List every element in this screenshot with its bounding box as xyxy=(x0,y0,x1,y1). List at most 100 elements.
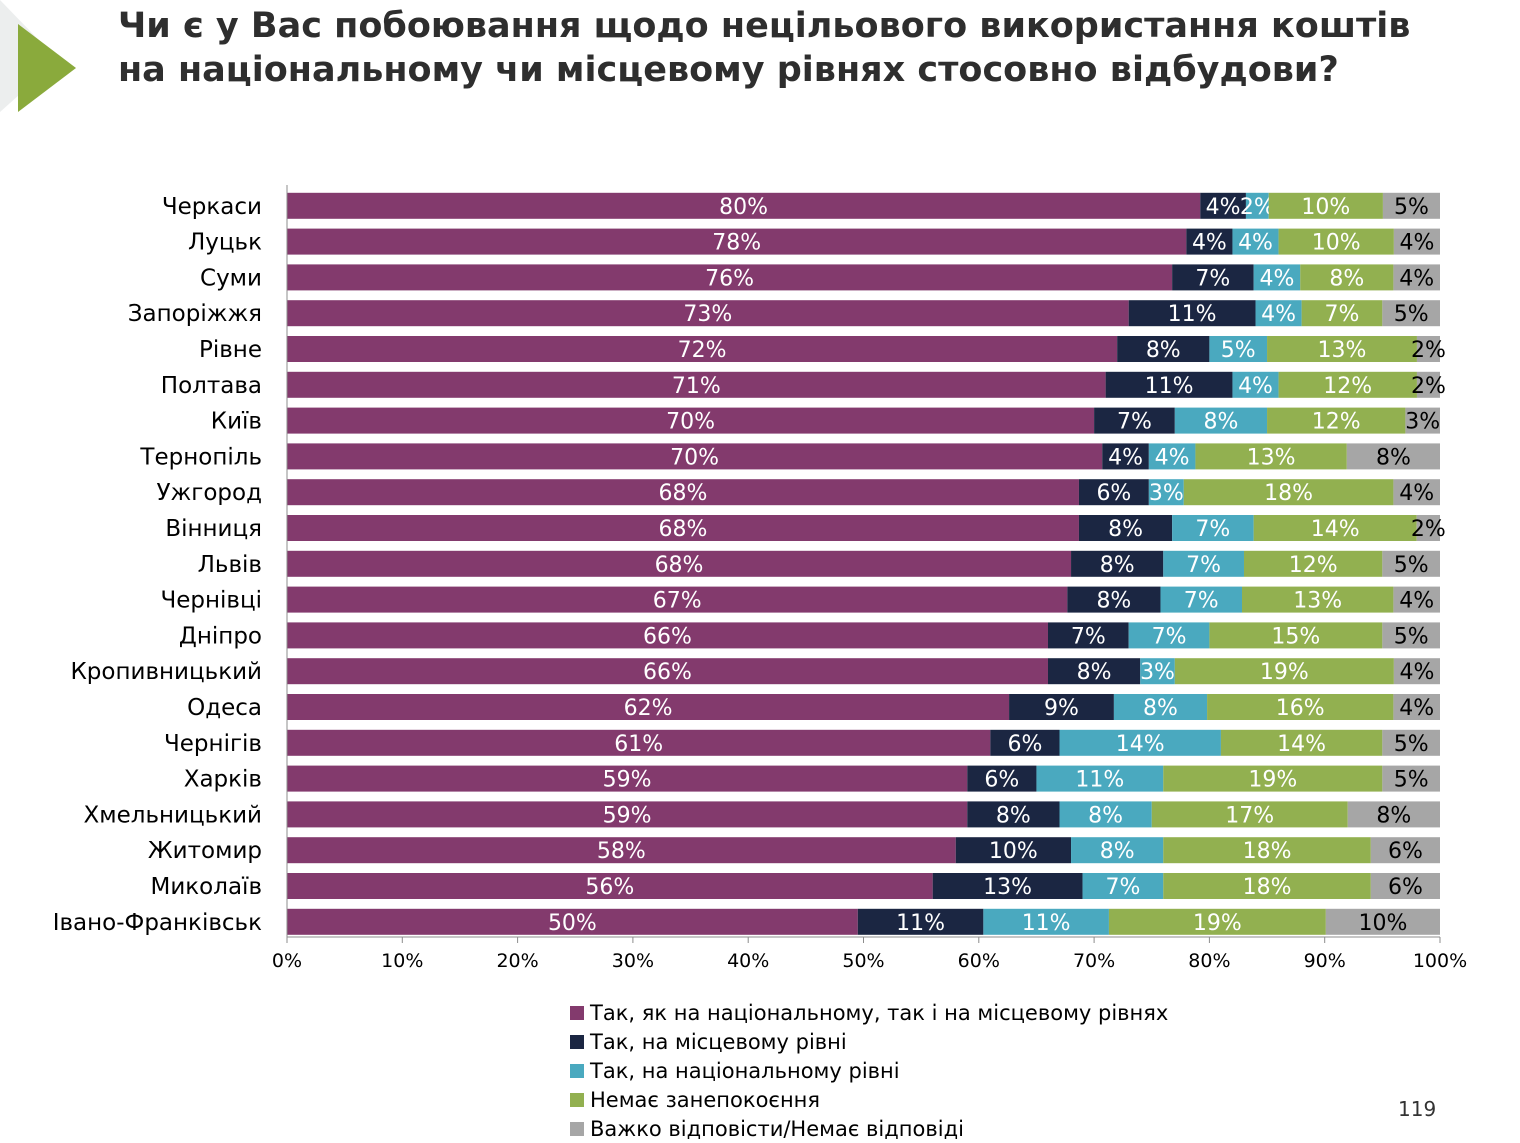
data-label: 2% xyxy=(1411,517,1446,542)
x-tick-label: 90% xyxy=(1304,950,1346,972)
data-label: 11% xyxy=(1075,768,1124,793)
bar-segment-series-5 xyxy=(1393,694,1440,720)
x-tick-label: 10% xyxy=(381,950,423,972)
bar-segment-series-2 xyxy=(1047,658,1141,685)
data-label: 4% xyxy=(1108,445,1143,470)
data-label: 7% xyxy=(1105,875,1140,900)
bar-segment-series-3 xyxy=(1071,837,1164,864)
data-label: 7% xyxy=(1152,624,1187,649)
bar-segment-series-4 xyxy=(1300,264,1394,291)
bar-segment-series-3 xyxy=(1059,729,1221,756)
data-label: 4% xyxy=(1399,589,1434,614)
bar-segment-series-4 xyxy=(1108,908,1326,935)
data-label: 4% xyxy=(1399,660,1434,685)
bar-segment-series-1 xyxy=(287,515,1079,541)
data-label: 6% xyxy=(984,768,1019,793)
bar-segment-series-3 xyxy=(1128,622,1210,649)
data-label: 3% xyxy=(1140,660,1175,685)
data-label: 4% xyxy=(1238,231,1273,256)
bar-segment-series-1 xyxy=(287,586,1068,613)
bar-segment-series-1 xyxy=(287,622,1048,649)
data-label: 13% xyxy=(1247,445,1296,470)
bar-segment-series-1 xyxy=(287,300,1129,327)
bar-segment-series-5 xyxy=(1382,765,1440,792)
bar-segment-series-5 xyxy=(1393,586,1440,613)
page-number: 119 xyxy=(1398,1097,1437,1121)
bar-segment-series-3 xyxy=(1082,873,1164,899)
legend-label: Так, як на національному, так і на місце… xyxy=(590,1000,1169,1025)
bar-segment-series-5 xyxy=(1393,264,1440,291)
x-tick-label: 20% xyxy=(496,950,538,972)
bar-segment-series-3 xyxy=(1253,264,1301,291)
data-label: 7% xyxy=(1117,410,1152,435)
bar-segment-series-4 xyxy=(1183,479,1394,506)
data-label: 10% xyxy=(1301,195,1350,220)
bar-segment-series-1 xyxy=(287,694,1010,720)
bar-segment-series-4 xyxy=(1209,622,1383,649)
data-label: 13% xyxy=(1318,338,1367,363)
data-label: 11% xyxy=(896,911,945,936)
bar-segment-series-2 xyxy=(1117,336,1210,362)
data-label: 73% xyxy=(683,302,732,327)
data-label: 78% xyxy=(712,231,761,256)
bar-segment-series-4 xyxy=(1242,586,1394,613)
data-label: 8% xyxy=(1146,338,1181,363)
data-label: 70% xyxy=(670,445,719,470)
legend-item: Немає занепокоєння xyxy=(570,1085,1168,1114)
bar-segment-series-5 xyxy=(1393,228,1440,255)
category-label: Львів xyxy=(198,552,262,578)
data-label: 2% xyxy=(1411,374,1446,399)
data-label: 12% xyxy=(1323,374,1372,399)
data-label: 4% xyxy=(1238,374,1273,399)
bar-segment-series-1 xyxy=(287,407,1095,434)
bar-segment-series-3 xyxy=(1113,694,1208,720)
bar-segment-series-3 xyxy=(1255,300,1302,327)
bar-segment-series-1 xyxy=(287,729,991,756)
bar-segment-series-1 xyxy=(287,550,1072,577)
bar-segment-series-5 xyxy=(1393,658,1440,685)
category-label: Тернопіль xyxy=(139,444,262,470)
legend-swatch xyxy=(570,1121,584,1136)
data-label: 10% xyxy=(989,839,1038,864)
data-label: 70% xyxy=(666,410,715,435)
data-label: 4% xyxy=(1399,481,1434,506)
bar-segment-series-5 xyxy=(1382,192,1440,219)
bar-segment-series-3 xyxy=(1232,228,1279,255)
page-title: Чи є у Вас побоювання щодо нецільового в… xyxy=(118,6,1411,90)
data-label: 66% xyxy=(643,660,692,685)
bar-segment-series-3 xyxy=(1160,586,1243,613)
bar-segment-series-2 xyxy=(1094,407,1175,434)
data-label: 8% xyxy=(1329,266,1364,291)
legend-swatch xyxy=(570,1005,584,1020)
legend-item: Так, як на національному, так і на місце… xyxy=(570,998,1168,1027)
data-label: 6% xyxy=(1388,875,1423,900)
x-tick-label: 80% xyxy=(1188,950,1230,972)
bar-segment-series-4 xyxy=(1163,873,1371,899)
data-label: 14% xyxy=(1311,517,1360,542)
bar-segment-series-2 xyxy=(857,908,984,935)
data-label: 18% xyxy=(1243,839,1292,864)
play-arrow-icon xyxy=(18,24,76,112)
bar-segment-series-2 xyxy=(1047,622,1129,649)
data-label: 3% xyxy=(1149,481,1184,506)
data-label: 8% xyxy=(1143,696,1178,721)
data-label: 8% xyxy=(1376,445,1411,470)
bar-segment-series-5 xyxy=(1416,336,1440,362)
x-tick-label: 0% xyxy=(272,950,302,972)
data-label: 7% xyxy=(1325,302,1360,327)
bar-segment-series-1 xyxy=(287,873,933,899)
bar-segment-series-2 xyxy=(1102,443,1149,470)
bar-segment-series-2 xyxy=(1105,371,1233,398)
category-label: Харків xyxy=(184,767,262,793)
bar-segment-series-4 xyxy=(1301,300,1383,327)
category-label: Запоріжжя xyxy=(128,301,262,327)
data-label: 7% xyxy=(1184,589,1219,614)
data-label: 17% xyxy=(1225,803,1274,828)
bar-segment-series-5 xyxy=(1325,908,1440,935)
legend-swatch xyxy=(570,1092,584,1107)
x-tick-label: 50% xyxy=(842,950,884,972)
data-label: 4% xyxy=(1206,195,1241,220)
bar-segment-series-3 xyxy=(1232,371,1279,398)
data-label: 8% xyxy=(1077,660,1112,685)
legend-swatch xyxy=(570,1063,584,1078)
